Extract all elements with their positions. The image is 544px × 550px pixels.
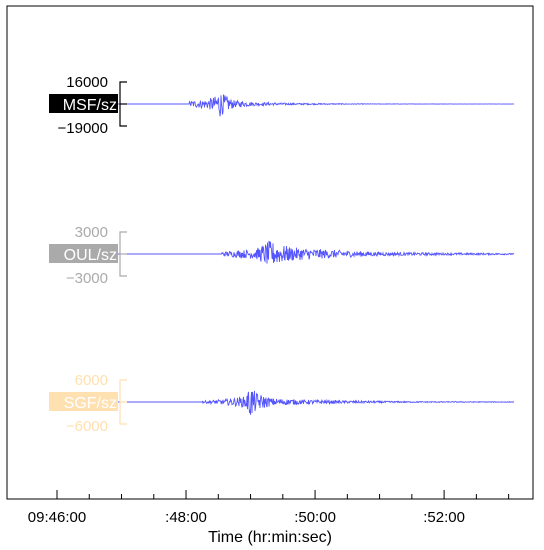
x-tick-label: :48:00 [165, 509, 207, 526]
trace-msf-sz [65, 94, 515, 117]
station-name: OUL/sz [64, 247, 117, 264]
station-label: SGF/sz [49, 392, 118, 412]
scale-max-label: 3000 [75, 224, 108, 241]
x-tick-label: 09:46:00 [28, 509, 86, 526]
x-tick-label: :52:00 [423, 509, 465, 526]
plot-frame [6, 5, 534, 500]
scale-min-label: −3000 [66, 270, 108, 287]
scale-min-label: −6000 [66, 418, 108, 435]
station-label: OUL/sz [49, 244, 118, 264]
station-name: SGF/sz [64, 395, 117, 412]
station-label-background [49, 244, 118, 263]
trace-sgf-sz [65, 390, 515, 415]
scale-max-label: 6000 [75, 372, 108, 389]
time-axis: 09:46:00 :48:00 :50:00 :52:00 [28, 490, 510, 526]
station-labels-layer: 16000 −19000 MSF/sz 3000 −3000 OUL/sz 6000 −600… [49, 74, 127, 435]
scale-max-label: 16000 [66, 74, 108, 91]
traces-layer [65, 94, 515, 415]
station-label-background [49, 94, 118, 113]
scale-min-label: −19000 [58, 120, 108, 137]
station-label-background [49, 392, 118, 411]
trace-oul-sz [65, 240, 515, 264]
station-name: MSF/sz [63, 97, 117, 114]
x-tick-label: :50:00 [294, 509, 336, 526]
station-label: MSF/sz [49, 94, 118, 114]
x-axis-label: Time (hr:min:sec) [208, 529, 332, 546]
